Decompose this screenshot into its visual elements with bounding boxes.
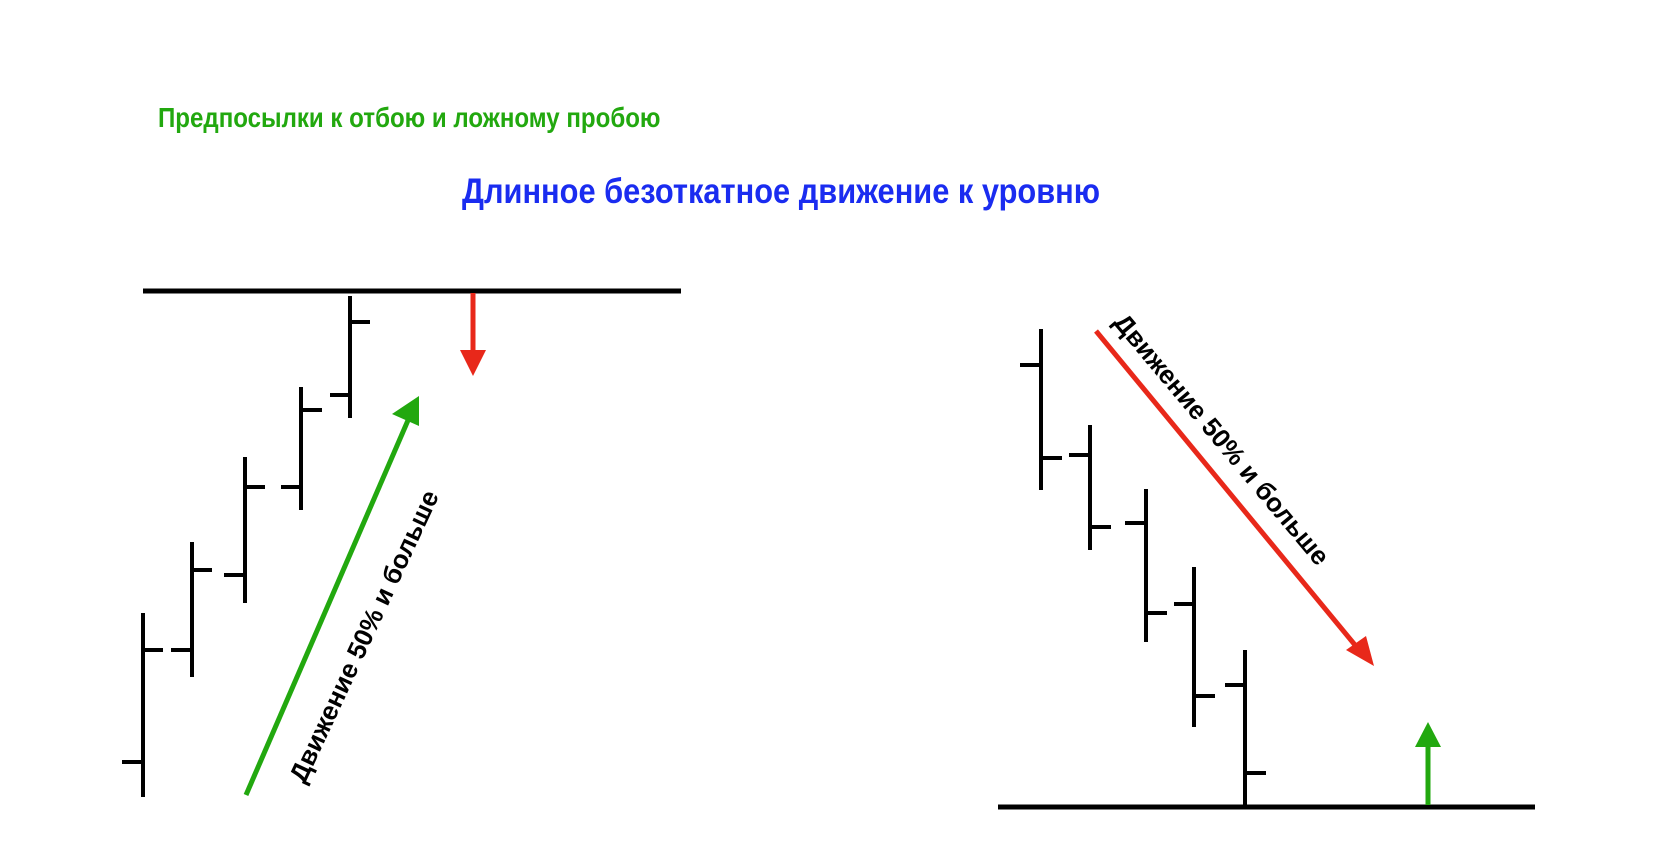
price-bar xyxy=(122,613,163,797)
right-move-label: Движение 50% и больше xyxy=(1108,307,1336,571)
price-bar xyxy=(1125,489,1167,642)
price-bar xyxy=(330,296,370,418)
green-up-arrow xyxy=(1415,722,1441,805)
price-bar xyxy=(281,387,322,510)
subtitle: Предпосылки к отбою и ложному пробою xyxy=(158,102,661,133)
price-bar xyxy=(1020,329,1062,490)
up-move-arrow xyxy=(243,396,419,796)
right-price-bars xyxy=(1020,329,1266,807)
red-down-arrow xyxy=(460,293,486,376)
price-bar xyxy=(1225,650,1266,807)
price-bar xyxy=(1174,567,1215,727)
left-move-label: Движение 50% и больше xyxy=(283,485,445,787)
price-bar xyxy=(171,542,212,677)
page-title: Длинное безоткатное движение к уровню xyxy=(462,172,1101,211)
left-price-bars xyxy=(122,296,370,797)
left-diagram: Движение 50% и больше xyxy=(122,288,681,797)
price-bar xyxy=(224,457,265,603)
down-move-arrow xyxy=(1094,329,1374,666)
price-bar xyxy=(1069,425,1111,550)
right-diagram: Движение 50% и больше xyxy=(998,307,1535,810)
